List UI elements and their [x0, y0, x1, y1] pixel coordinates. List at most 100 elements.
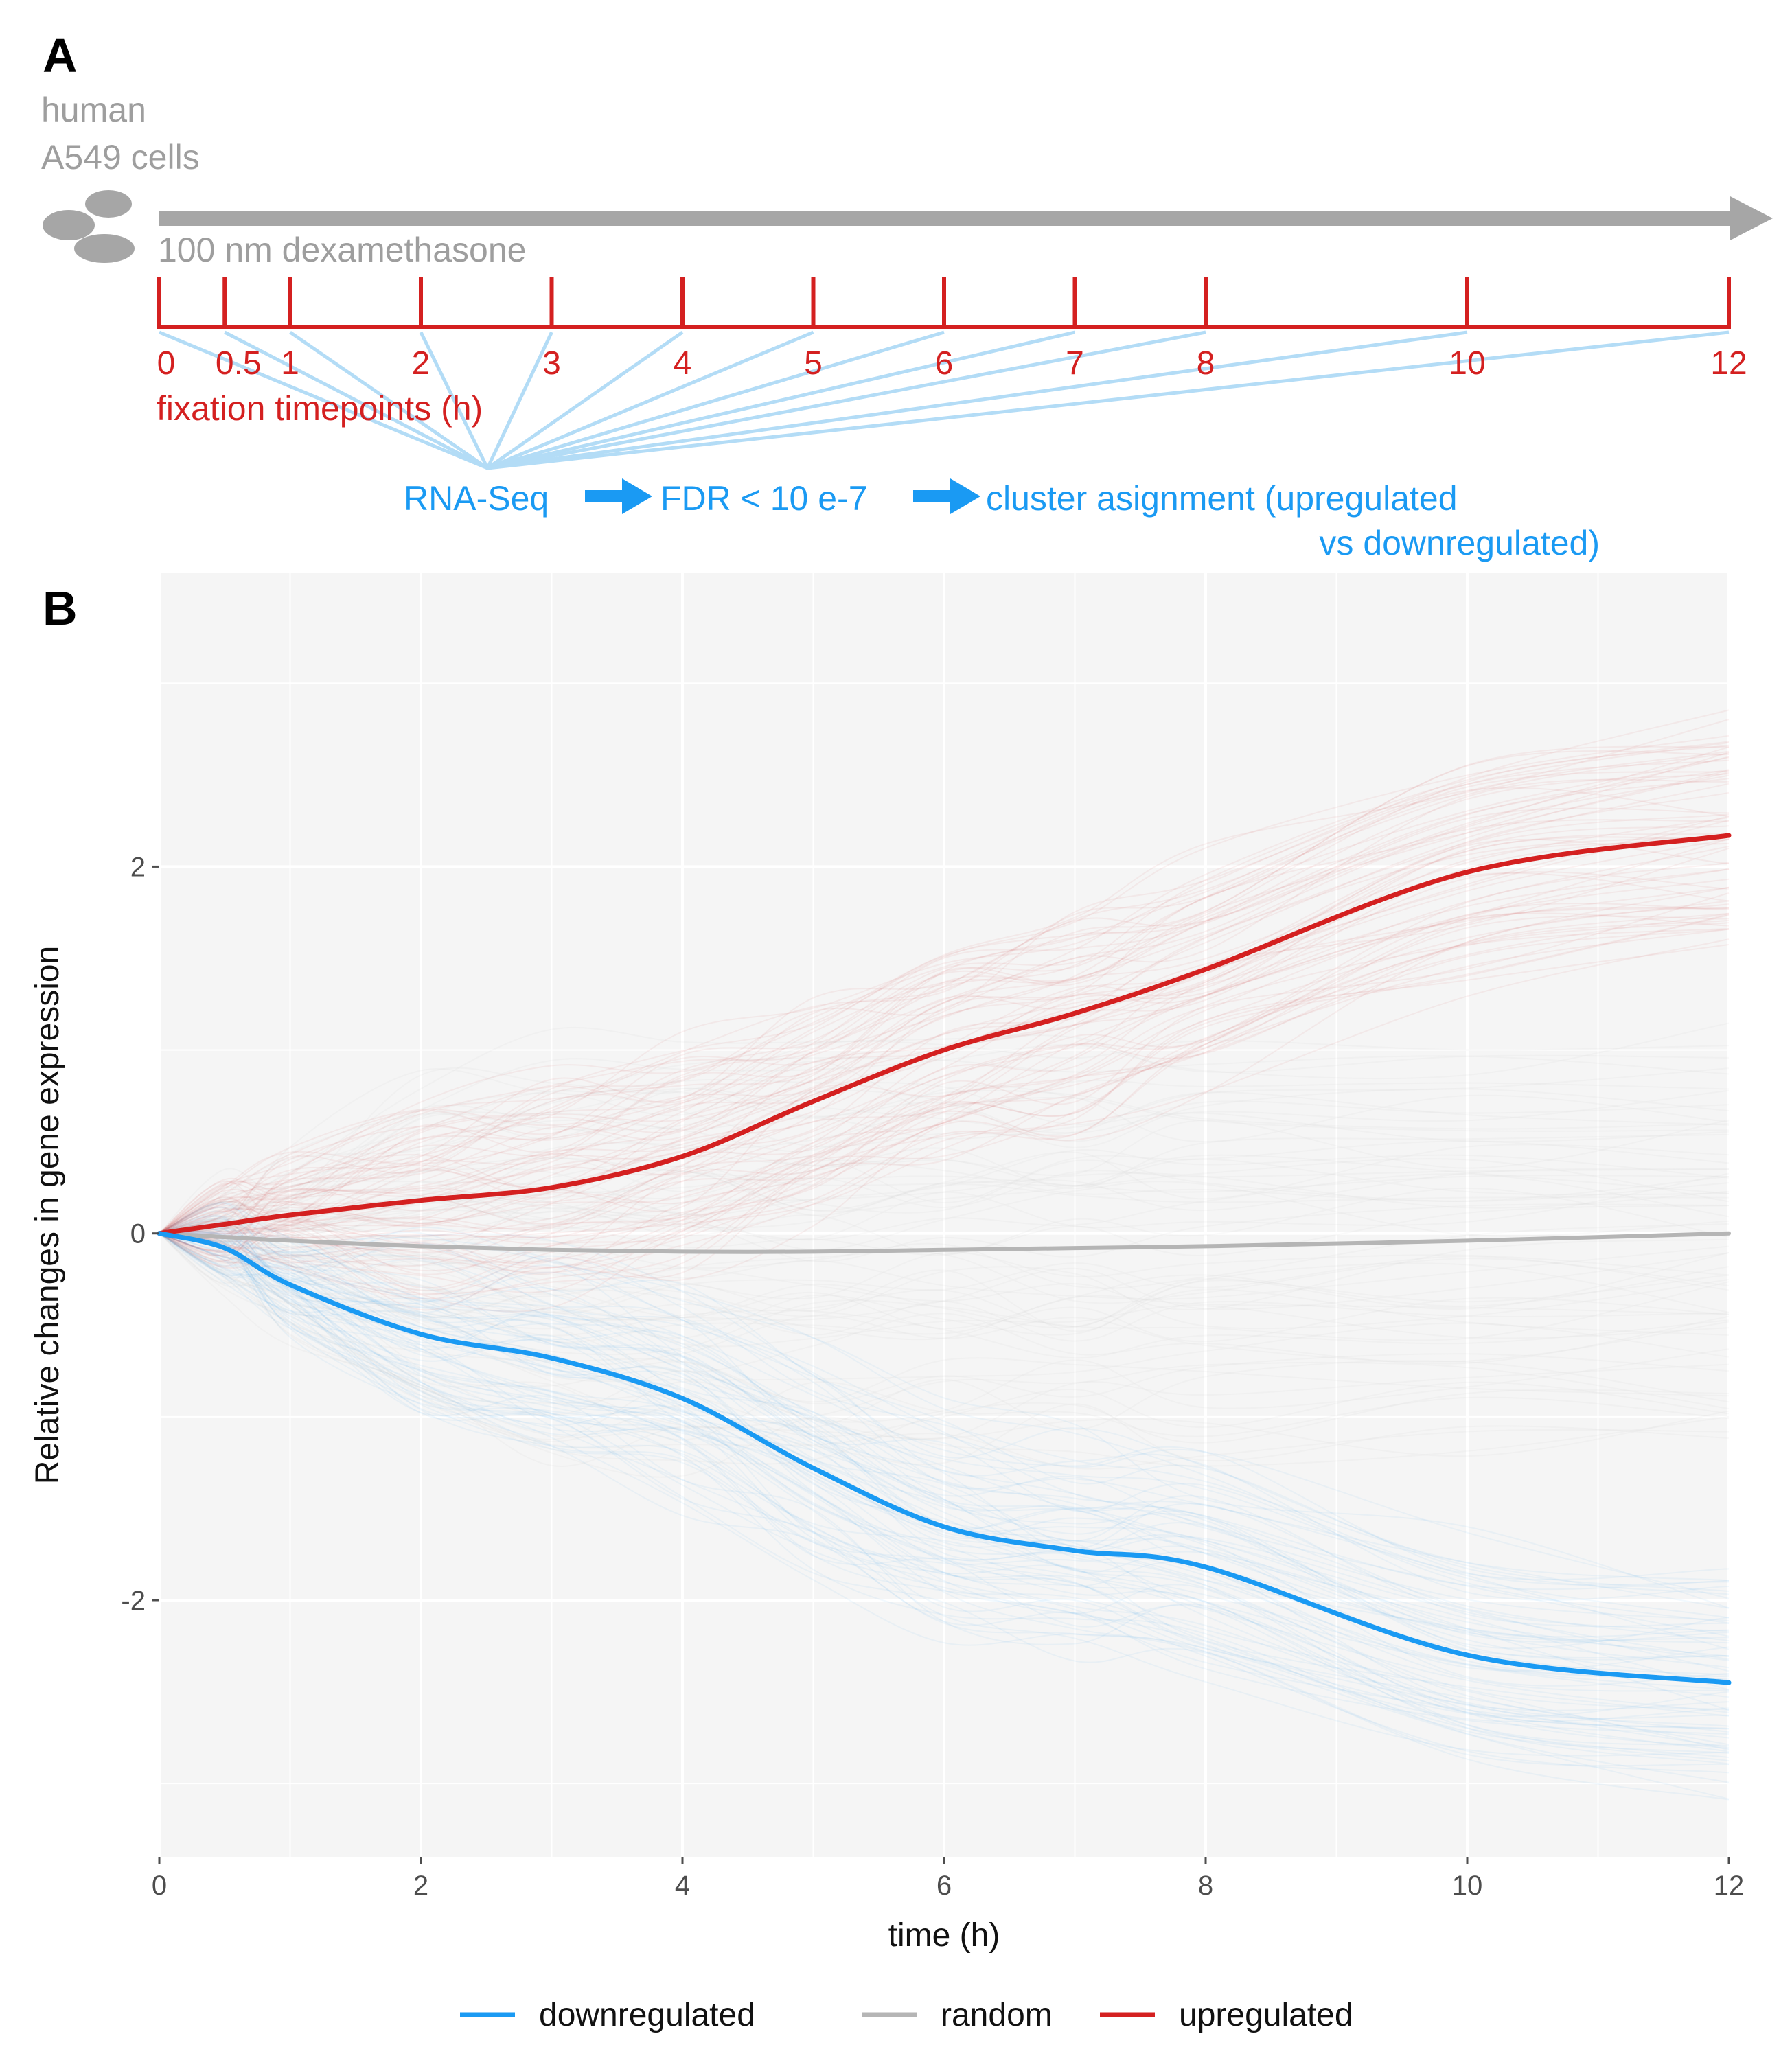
- gene-trace-random: [159, 1232, 1730, 1404]
- gene-trace-downregulated: [159, 1232, 1730, 1661]
- gene-trace-upregulated: [159, 919, 1730, 1293]
- gene-trace-downregulated: [159, 1232, 1730, 1582]
- gene-trace-downregulated: [159, 1232, 1730, 1718]
- gene-trace-upregulated: [159, 778, 1730, 1234]
- gene-trace-upregulated: [159, 774, 1730, 1234]
- gene-trace-upregulated: [159, 750, 1730, 1234]
- gene-trace-downregulated: [159, 1232, 1730, 1713]
- gene-trace-downregulated: [159, 1214, 1730, 1661]
- pipeline: RNA-Seq FDR < 10 e-7 cluster asignment (…: [404, 478, 1600, 562]
- gene-trace-upregulated: [159, 886, 1730, 1275]
- gene-trace-random: [159, 1232, 1730, 1342]
- gene-trace-random: [159, 1089, 1730, 1234]
- fan-line: [487, 330, 945, 470]
- gene-trace-downregulated: [159, 1232, 1730, 1757]
- cells-icon: [43, 190, 135, 263]
- legend: downregulated random upregulated: [460, 1997, 1353, 2033]
- gene-trace-downregulated: [159, 1232, 1730, 1698]
- gene-trace-random: [159, 1140, 1730, 1234]
- gene-trace-downregulated: [159, 1226, 1730, 1711]
- gene-trace-upregulated: [159, 770, 1730, 1240]
- gene-trace-upregulated: [159, 913, 1730, 1289]
- gene-trace-upregulated: [159, 819, 1730, 1256]
- gene-trace-downregulated: [159, 1232, 1730, 1680]
- gene-trace-random: [159, 1218, 1730, 1343]
- gene-trace-downregulated: [159, 1228, 1730, 1765]
- panel-a-letter: A: [43, 29, 78, 82]
- gene-trace-downregulated: [159, 1232, 1730, 1657]
- pipeline-rna-seq: RNA-Seq: [404, 479, 549, 518]
- gene-trace-random: [159, 1232, 1730, 1465]
- gene-trace-upregulated: [159, 928, 1730, 1292]
- gene-trace-random: [159, 1232, 1730, 1366]
- gene-trace-upregulated: [159, 928, 1730, 1253]
- gene-trace-random: [159, 1157, 1730, 1238]
- gene-trace-upregulated: [159, 778, 1730, 1234]
- pipeline-cluster-line2: vs downregulated): [1319, 524, 1600, 562]
- y-tick-label: 2: [130, 852, 146, 882]
- timeline-label: 2: [412, 345, 430, 382]
- fan-line: [487, 330, 1468, 470]
- pipeline-arrow-2-icon: [913, 478, 980, 514]
- gene-trace-upregulated: [159, 938, 1730, 1296]
- gene-trace-upregulated: [159, 838, 1730, 1251]
- gene-trace-upregulated: [159, 815, 1730, 1234]
- gene-trace-downregulated: [159, 1230, 1730, 1767]
- gene-trace-random: [159, 1232, 1730, 1341]
- gene-trace-upregulated: [159, 914, 1730, 1272]
- series-line-upregulated: [157, 833, 1732, 1236]
- gene-trace-upregulated: [159, 735, 1730, 1234]
- gene-trace-downregulated: [159, 1232, 1730, 1754]
- gene-trace-random: [159, 1232, 1730, 1330]
- series-lines: [157, 833, 1732, 1685]
- gene-trace-random: [159, 1154, 1730, 1235]
- timeline-label: 7: [1066, 345, 1084, 382]
- gene-trace-upregulated: [159, 903, 1730, 1260]
- x-axis-title: time (h): [888, 1917, 1000, 1954]
- gene-trace-downregulated: [159, 1229, 1730, 1746]
- gene-trace-downregulated: [159, 1231, 1730, 1783]
- pipeline-cluster-line1: cluster asignment (upregulated: [986, 479, 1458, 518]
- gene-trace-downregulated: [159, 1221, 1730, 1650]
- fan-line: [487, 330, 1206, 470]
- gene-trace-upregulated: [159, 872, 1730, 1253]
- gene-trace-random: [159, 1232, 1730, 1356]
- gene-trace-downregulated: [159, 1223, 1730, 1672]
- gene-trace-random: [159, 1232, 1730, 1442]
- y-tick-label: -2: [121, 1586, 146, 1616]
- legend-label-downregulated: downregulated: [539, 1997, 755, 2033]
- fan-line: [487, 330, 814, 470]
- gene-trace-downregulated: [159, 1225, 1730, 1669]
- gene-trace-upregulated: [159, 750, 1730, 1234]
- gene-trace-downregulated: [159, 1220, 1730, 1628]
- gene-trace-downregulated: [159, 1232, 1730, 1641]
- gene-trace-downregulated: [159, 1217, 1730, 1691]
- gene-trace-random: [159, 1232, 1730, 1423]
- gene-trace-random: [159, 1232, 1730, 1440]
- gene-trace-random: [159, 1187, 1730, 1258]
- gene-trace-upregulated: [159, 892, 1730, 1268]
- gene-trace-upregulated: [159, 744, 1730, 1234]
- gene-trace-random: [159, 1232, 1730, 1478]
- gene-trace-upregulated: [159, 838, 1730, 1262]
- gene-trace-downregulated: [159, 1232, 1730, 1661]
- x-tick-label: 2: [413, 1871, 428, 1901]
- x-tick-label: 12: [1714, 1871, 1745, 1901]
- gene-trace-random: [159, 1232, 1730, 1429]
- gene-trace-downregulated: [159, 1232, 1730, 1691]
- gene-trace-upregulated: [159, 791, 1730, 1251]
- gene-trace-downregulated: [159, 1232, 1730, 1676]
- gene-trace-downregulated: [159, 1232, 1730, 1650]
- gene-trace-upregulated: [159, 825, 1730, 1239]
- gene-trace-random: [159, 1232, 1730, 1467]
- gene-trace-random: [159, 1229, 1730, 1328]
- gene-trace-downregulated: [159, 1232, 1730, 1727]
- x-tick-label: 8: [1198, 1871, 1213, 1901]
- timeline-ticks: [157, 277, 1731, 329]
- gene-trace-random: [159, 1232, 1730, 1339]
- gene-trace-upregulated: [159, 886, 1730, 1234]
- gene-trace-random: [159, 1232, 1730, 1470]
- gene-trace-random: [159, 1229, 1730, 1403]
- gene-trace-upregulated: [159, 914, 1730, 1295]
